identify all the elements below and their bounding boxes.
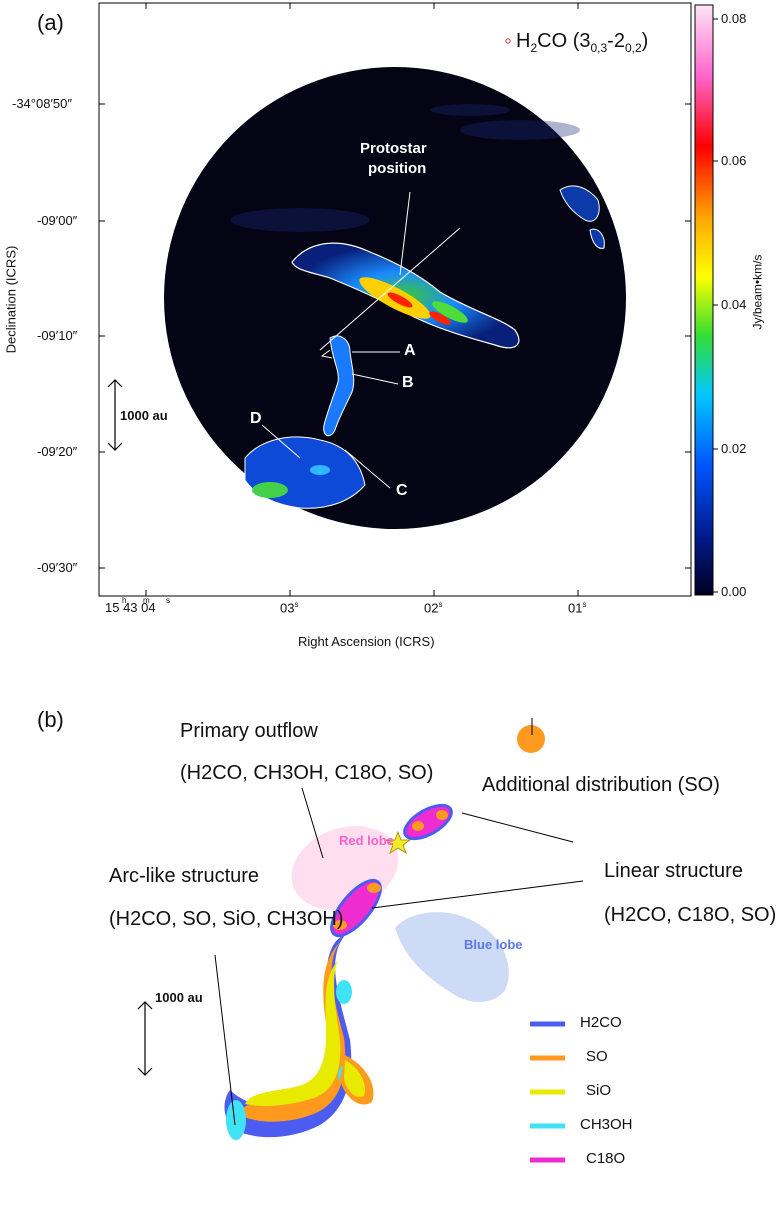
legend-sio-label: SiO [586, 1082, 612, 1099]
colorbar [694, 4, 714, 596]
legend-h2co-label: H2CO [580, 1014, 622, 1031]
cbar-label: Jy/beam•km/s [750, 254, 765, 330]
cbar-tick-1: 0.06 [721, 153, 747, 168]
red-lobe-label: Red lobe [339, 833, 394, 848]
primary-outflow-title: Primary outflow [180, 720, 318, 742]
cbar-tick-3: 0.02 [721, 441, 747, 456]
additional-so [517, 725, 545, 753]
cbar-tick-0: 0.08 [721, 11, 747, 26]
ra-tick-1-sup: s [294, 600, 299, 609]
blue-lobe-label: Blue lobe [464, 937, 523, 952]
ra-super-m: m [143, 596, 150, 605]
dec-tick-0: -34°08′50″ [12, 96, 72, 111]
ra-tick-3-text: 01 [568, 600, 583, 616]
ra-tick-3: 01s [568, 600, 586, 615]
label-co: CO (3 [537, 30, 591, 52]
label-close: ) [641, 30, 649, 52]
scale-bar-b [137, 1001, 153, 1076]
label-h: H [516, 30, 531, 52]
primary-outflow-species: (H2CO, CH3OH, C18O, SO) [180, 762, 434, 784]
linear-title: Linear structure [604, 860, 743, 882]
panel-b-letter: (b) [37, 707, 64, 732]
linear-species: (H2CO, C18O, SO) [604, 904, 777, 926]
dec-tick-1: -09′00″ [37, 213, 78, 228]
protostar-star [384, 830, 412, 854]
label-dash: -2 [607, 30, 625, 52]
legend-so-label: SO [586, 1048, 608, 1065]
legend-swatches [530, 1021, 565, 1163]
knot-b: B [402, 374, 414, 391]
ra-tick-2-sup: s [438, 600, 443, 609]
outflow-emission [291, 242, 520, 349]
arc-like-species: (H2CO, SO, SiO, CH3OH) [109, 908, 344, 930]
arc-like-title: Arc-like structure [109, 865, 260, 887]
ra-tick-3-sup: s [582, 600, 587, 609]
panel-a-letter: (a) [37, 10, 64, 35]
ra-tick-0: 15 43 04 [105, 600, 156, 615]
linear-upper [403, 803, 453, 841]
ra-super-h: h [122, 596, 127, 605]
arc-sio [245, 960, 341, 1106]
dec-tick-2: -09′10″ [37, 328, 78, 343]
arc-emission [323, 335, 355, 437]
cbar-tick-4: 0.00 [721, 584, 747, 599]
map-species-label: H2CO (30,3-20,2) [516, 30, 649, 55]
knot-a: A [404, 342, 416, 359]
ra-tick-1-text: 03 [280, 600, 295, 616]
beam-marker [505, 38, 511, 44]
ra-super-s: s [166, 596, 170, 605]
ra-tick-2: 02s [424, 600, 442, 615]
cbar-tick-2: 0.04 [721, 297, 747, 312]
legend-ch3oh-label: CH3OH [580, 1116, 633, 1133]
ra-tick-0-text: 15 43 04 [105, 600, 156, 615]
ra-tick-2-text: 02 [424, 600, 439, 616]
label-sub2: 0,2 [624, 41, 642, 55]
panel-b-figure [137, 718, 584, 1163]
dec-tick-4: -09′30″ [37, 560, 78, 575]
xlabel-a: Right Ascension (ICRS) [298, 634, 435, 649]
ylabel-a: Declination (ICRS) [3, 245, 19, 354]
ra-tick-1: 03s [280, 600, 298, 615]
ch3oh-patch-1 [336, 980, 352, 1004]
blue-lobe [395, 912, 509, 1002]
ch3oh-patch-3 [226, 1100, 246, 1140]
knot-d: D [250, 410, 262, 427]
panel-a-figure [98, 2, 718, 597]
scale-label-b: 1000 au [155, 990, 203, 1005]
additional-label: Additional distribution (SO) [482, 774, 720, 796]
knot-c: C [396, 482, 408, 499]
label-sub1: 0,3 [590, 41, 608, 55]
protostar-label-2: position [368, 160, 427, 177]
legend-c18o-label: C18O [586, 1150, 626, 1167]
dec-tick-3: -09′20″ [37, 444, 78, 459]
scale-bar-a [107, 379, 123, 451]
lower-emission [244, 436, 366, 509]
scale-label-a: 1000 au [120, 408, 168, 423]
protostar-label-1: Protostar [360, 140, 427, 157]
edge-emission [559, 185, 605, 249]
